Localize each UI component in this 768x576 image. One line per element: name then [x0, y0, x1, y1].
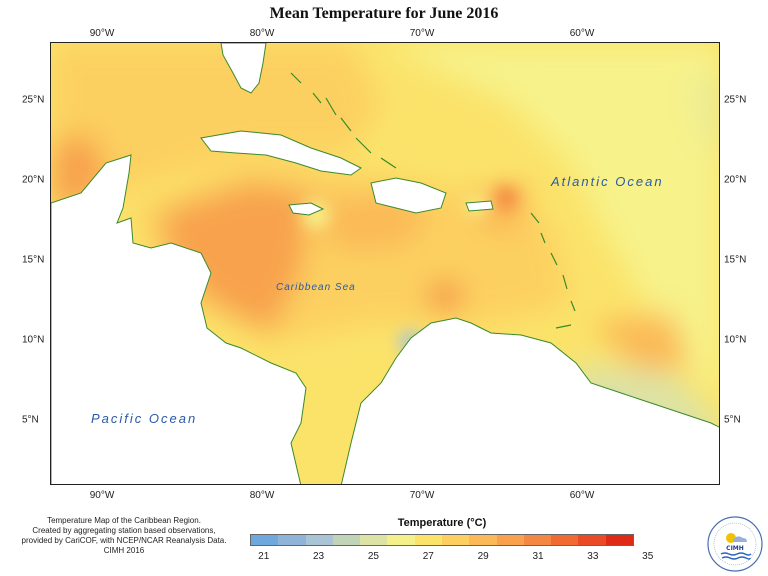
jamaica: [288, 202, 325, 216]
legend-colorbar: [250, 534, 634, 546]
cimh-logo: CIMH: [707, 516, 763, 572]
small-islands: [290, 72, 576, 329]
lat-tick-right-25n: 25°N: [724, 94, 747, 106]
temperature-map-svg: Atlantic Ocean Caribbean Sea Pacific Oce…: [51, 43, 719, 484]
lat-tick-left-10n: 10°N: [22, 334, 45, 346]
lesser-antilles: [530, 212, 576, 312]
temperature-map: Atlantic Ocean Caribbean Sea Pacific Oce…: [50, 42, 720, 485]
legend-swatch: [578, 535, 606, 545]
legend-label: 33: [587, 551, 599, 562]
legend-swatch: [251, 535, 279, 545]
central-america: [51, 154, 307, 484]
bahamas: [290, 72, 397, 169]
florida: [220, 43, 267, 94]
lon-tick-top-80w: 80°W: [249, 28, 275, 39]
legend-swatch: [360, 535, 388, 545]
atlantic-ocean-label: Atlantic Ocean: [550, 174, 664, 189]
legend-label: 23: [313, 551, 325, 562]
cuba: [200, 130, 362, 176]
trinidad: [555, 324, 572, 329]
puerto-rico: [465, 200, 494, 212]
lon-tick-bottom-60w: 60°W: [569, 490, 595, 501]
legend-swatch: [332, 535, 361, 545]
lat-tick-right-10n: 10°N: [724, 334, 747, 346]
map-caption: Temperature Map of the Caribbean Region.…: [8, 516, 240, 556]
legend-label: 21: [258, 551, 270, 562]
caption-line-3: provided by CariCOF, with NCEP/NCAR Rean…: [21, 536, 227, 545]
legend-label: 25: [367, 551, 379, 562]
legend-swatch: [496, 535, 524, 545]
lat-tick-left-20n: 20°N: [22, 174, 45, 186]
lat-tick-right-5n: 5°N: [724, 414, 741, 426]
legend-swatch: [387, 535, 415, 545]
lat-tick-left-25n: 25°N: [22, 94, 45, 106]
south-america: [340, 317, 719, 484]
lon-tick-top-70w: 70°W: [409, 28, 435, 39]
legend-swatch: [551, 535, 579, 545]
legend-swatch: [523, 535, 552, 545]
legend-swatch: [469, 535, 497, 545]
lon-tick-bottom-90w: 90°W: [89, 490, 115, 501]
legend-label: 31: [532, 551, 544, 562]
legend-swatch: [305, 535, 333, 545]
legend-swatch: [414, 535, 442, 545]
hispaniola: [370, 177, 447, 214]
pacific-ocean-label: Pacific Ocean: [91, 411, 197, 426]
legend-swatch: [278, 535, 306, 545]
lat-tick-left-5n: 5°N: [22, 414, 39, 426]
legend-label: 27: [422, 551, 434, 562]
logo-text: CIMH: [726, 545, 744, 552]
legend-title: Temperature (°C): [397, 517, 487, 529]
caption-line-2: Created by aggregating station based obs…: [32, 526, 216, 535]
lon-tick-bottom-80w: 80°W: [249, 490, 275, 501]
legend-label: 29: [477, 551, 489, 562]
lon-tick-top-60w: 60°W: [569, 28, 595, 39]
caribbean-sea-label: Caribbean Sea: [276, 282, 356, 293]
lat-tick-left-15n: 15°N: [22, 254, 45, 266]
legend-swatch: [605, 535, 633, 545]
legend-label: 35: [642, 551, 654, 562]
land: [51, 43, 719, 484]
lat-tick-right-15n: 15°N: [724, 254, 747, 266]
caption-line-1: Temperature Map of the Caribbean Region.: [47, 516, 201, 525]
lat-tick-right-20n: 20°N: [724, 174, 747, 186]
lon-tick-bottom-70w: 70°W: [409, 490, 435, 501]
map-title: Mean Temperature for June 2016: [269, 5, 499, 22]
lon-tick-top-90w: 90°W: [89, 28, 115, 39]
caption-line-4: CIMH 2016: [103, 546, 145, 555]
legend-swatch: [441, 535, 470, 545]
